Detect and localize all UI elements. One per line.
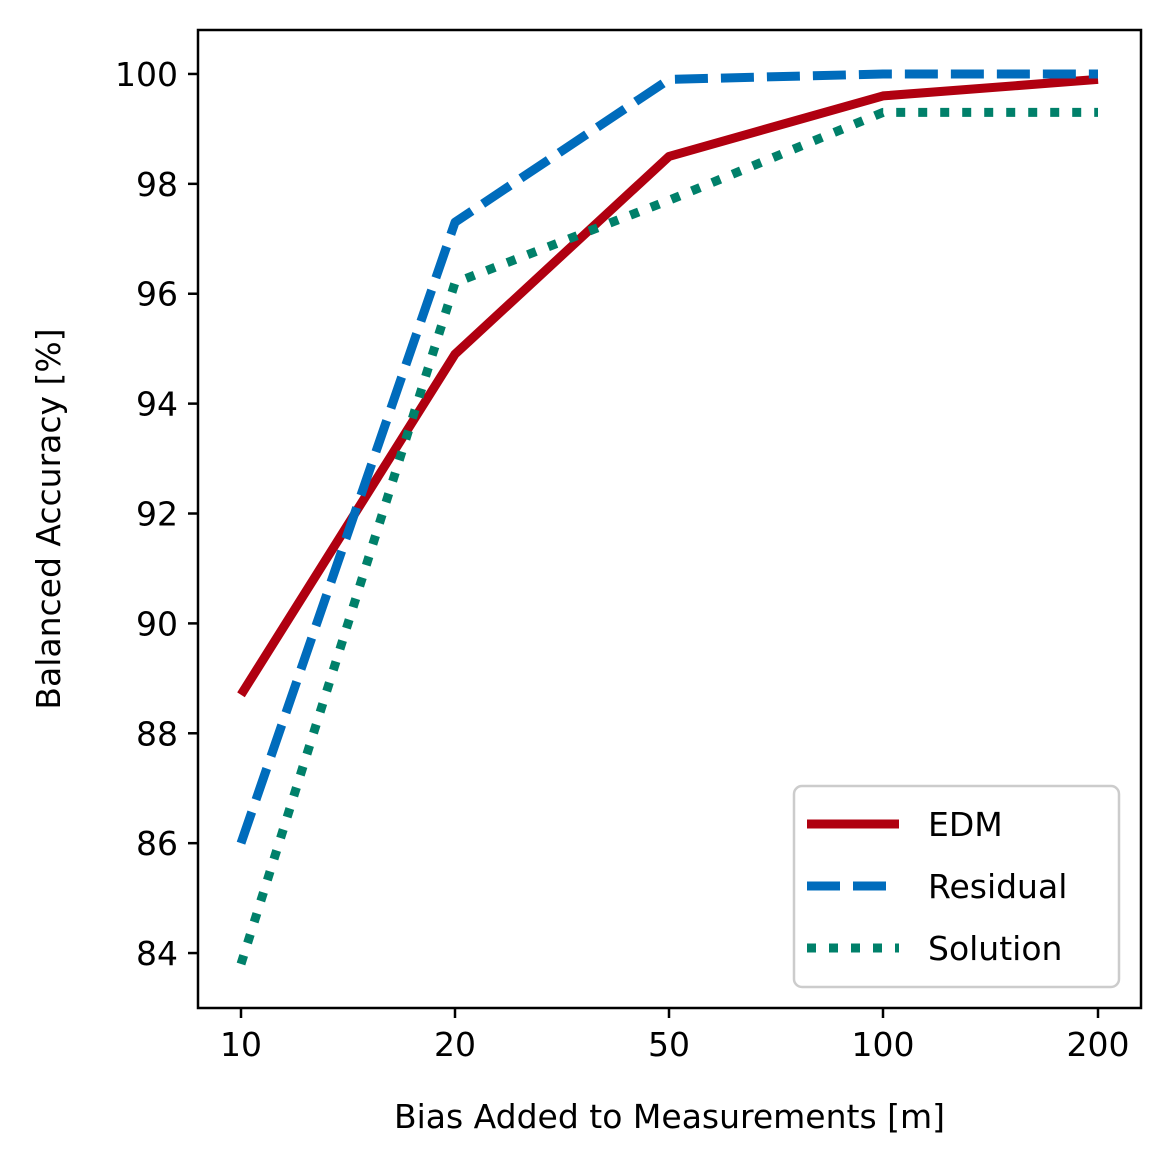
legend-box	[792, 784, 1121, 989]
x-axis: 10 20 50 100 200	[220, 1008, 1130, 1064]
series-layer	[236, 69, 1099, 966]
y-tick-label: 96	[136, 275, 178, 314]
x-tick-label: 100	[852, 1025, 915, 1064]
y-tick-label: 86	[136, 824, 178, 863]
x-tick-label: 10	[220, 1025, 262, 1064]
y-axis: 84 86 88 90 92 94 96 98 100	[115, 55, 198, 973]
series-line-residual	[236, 69, 1098, 845]
y-tick-label: 100	[115, 55, 178, 94]
x-tick-label: 200	[1067, 1025, 1130, 1064]
legend-label-edm: EDM	[928, 805, 1003, 844]
x-axis-title: Bias Added to Measurements [m]	[394, 1097, 945, 1136]
legend-label-solution: Solution	[928, 929, 1062, 968]
y-axis-title: Balanced Accuracy [%]	[29, 328, 68, 709]
y-tick-label: 94	[136, 385, 178, 424]
x-tick-label: 50	[648, 1025, 690, 1064]
y-tick-label: 92	[136, 495, 178, 534]
y-tick-label: 88	[136, 714, 178, 753]
legend-label-residual: Residual	[928, 867, 1067, 906]
y-tick-label: 84	[136, 934, 178, 973]
legend: EDM Residual Solution	[792, 784, 1121, 989]
y-tick-label: 98	[136, 165, 178, 204]
y-tick-label: 90	[136, 604, 178, 643]
x-tick-label: 20	[434, 1025, 476, 1064]
